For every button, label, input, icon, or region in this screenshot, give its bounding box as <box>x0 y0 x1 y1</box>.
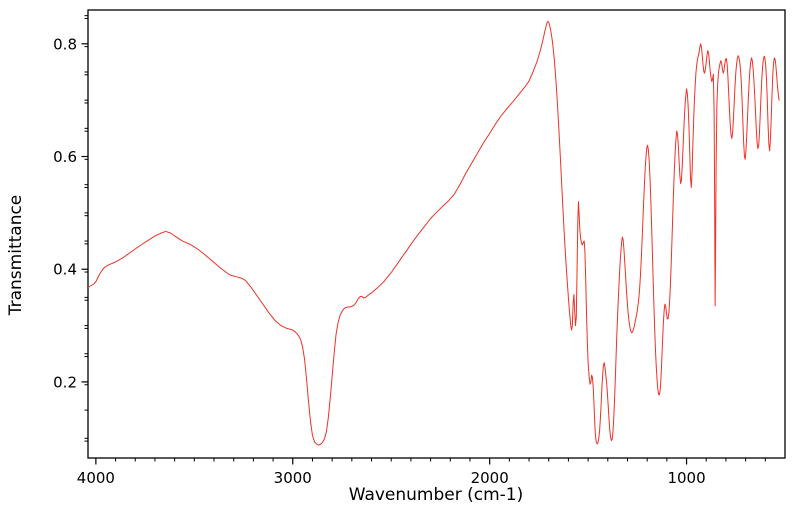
y-tick-label: 0.8 <box>53 35 77 53</box>
x-tick-label: 3000 <box>274 469 312 487</box>
spectrum-line <box>87 20 780 446</box>
y-tick-label: 0.2 <box>53 373 77 391</box>
x-axis-label: Wavenumber (cm-1) <box>349 485 524 505</box>
y-tick-label: 0.6 <box>53 148 77 166</box>
y-tick-label: 0.4 <box>53 261 77 279</box>
x-tick-label: 1000 <box>667 469 705 487</box>
plot-frame <box>87 9 786 459</box>
x-tick-label: 4000 <box>77 469 115 487</box>
spectrum-line-layer <box>87 20 780 446</box>
y-axis-label: Transmittance <box>6 195 26 317</box>
x-tick-label: 2000 <box>471 469 509 487</box>
axes-layer: 4000 3000 2000 1000 0.2 0.4 0.6 0.8 <box>53 9 786 487</box>
